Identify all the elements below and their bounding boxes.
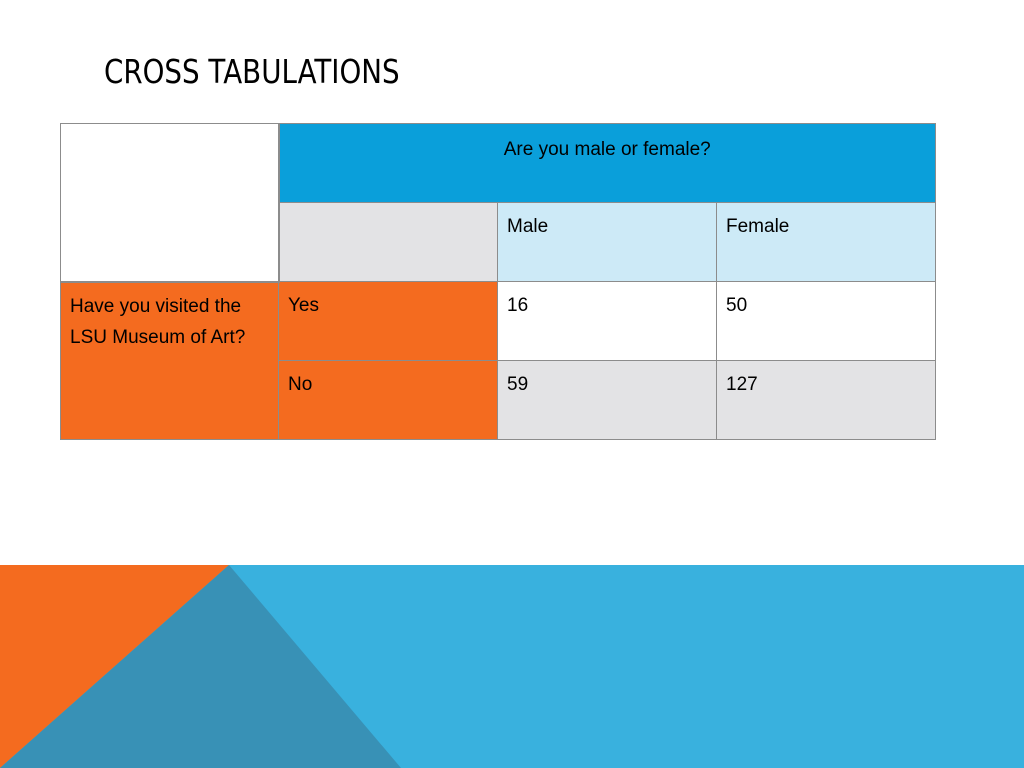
- slide-title: CROSS TABULATIONS: [104, 52, 400, 91]
- table-row: Have you visited the LSU Museum of Art? …: [60, 281, 936, 440]
- empty-corner-cell: [60, 123, 280, 283]
- table-row: Are you male or female?: [60, 123, 936, 283]
- column-header-male: Male: [497, 202, 717, 282]
- decorative-footer-shapes: [0, 565, 1024, 768]
- decor-steel-triangle: [0, 565, 401, 768]
- cell-yes-male: 16: [497, 281, 717, 361]
- column-header-female: Female: [716, 202, 936, 282]
- table-row: No 59 127: [61, 360, 936, 440]
- cross-tabulation-table: Are you male or female? Male Female Have…: [60, 123, 936, 440]
- row-question-cell: Have you visited the LSU Museum of Art?: [60, 281, 279, 440]
- row-label-no: No: [278, 360, 498, 440]
- blank-header-cell: [278, 202, 498, 282]
- column-question-cell: Are you male or female?: [278, 123, 936, 203]
- cell-yes-female: 50: [716, 281, 936, 361]
- row-label-yes: Yes: [278, 281, 498, 361]
- cell-no-female: 127: [716, 360, 936, 440]
- cell-no-male: 59: [497, 360, 717, 440]
- table-row: Male Female: [61, 202, 936, 282]
